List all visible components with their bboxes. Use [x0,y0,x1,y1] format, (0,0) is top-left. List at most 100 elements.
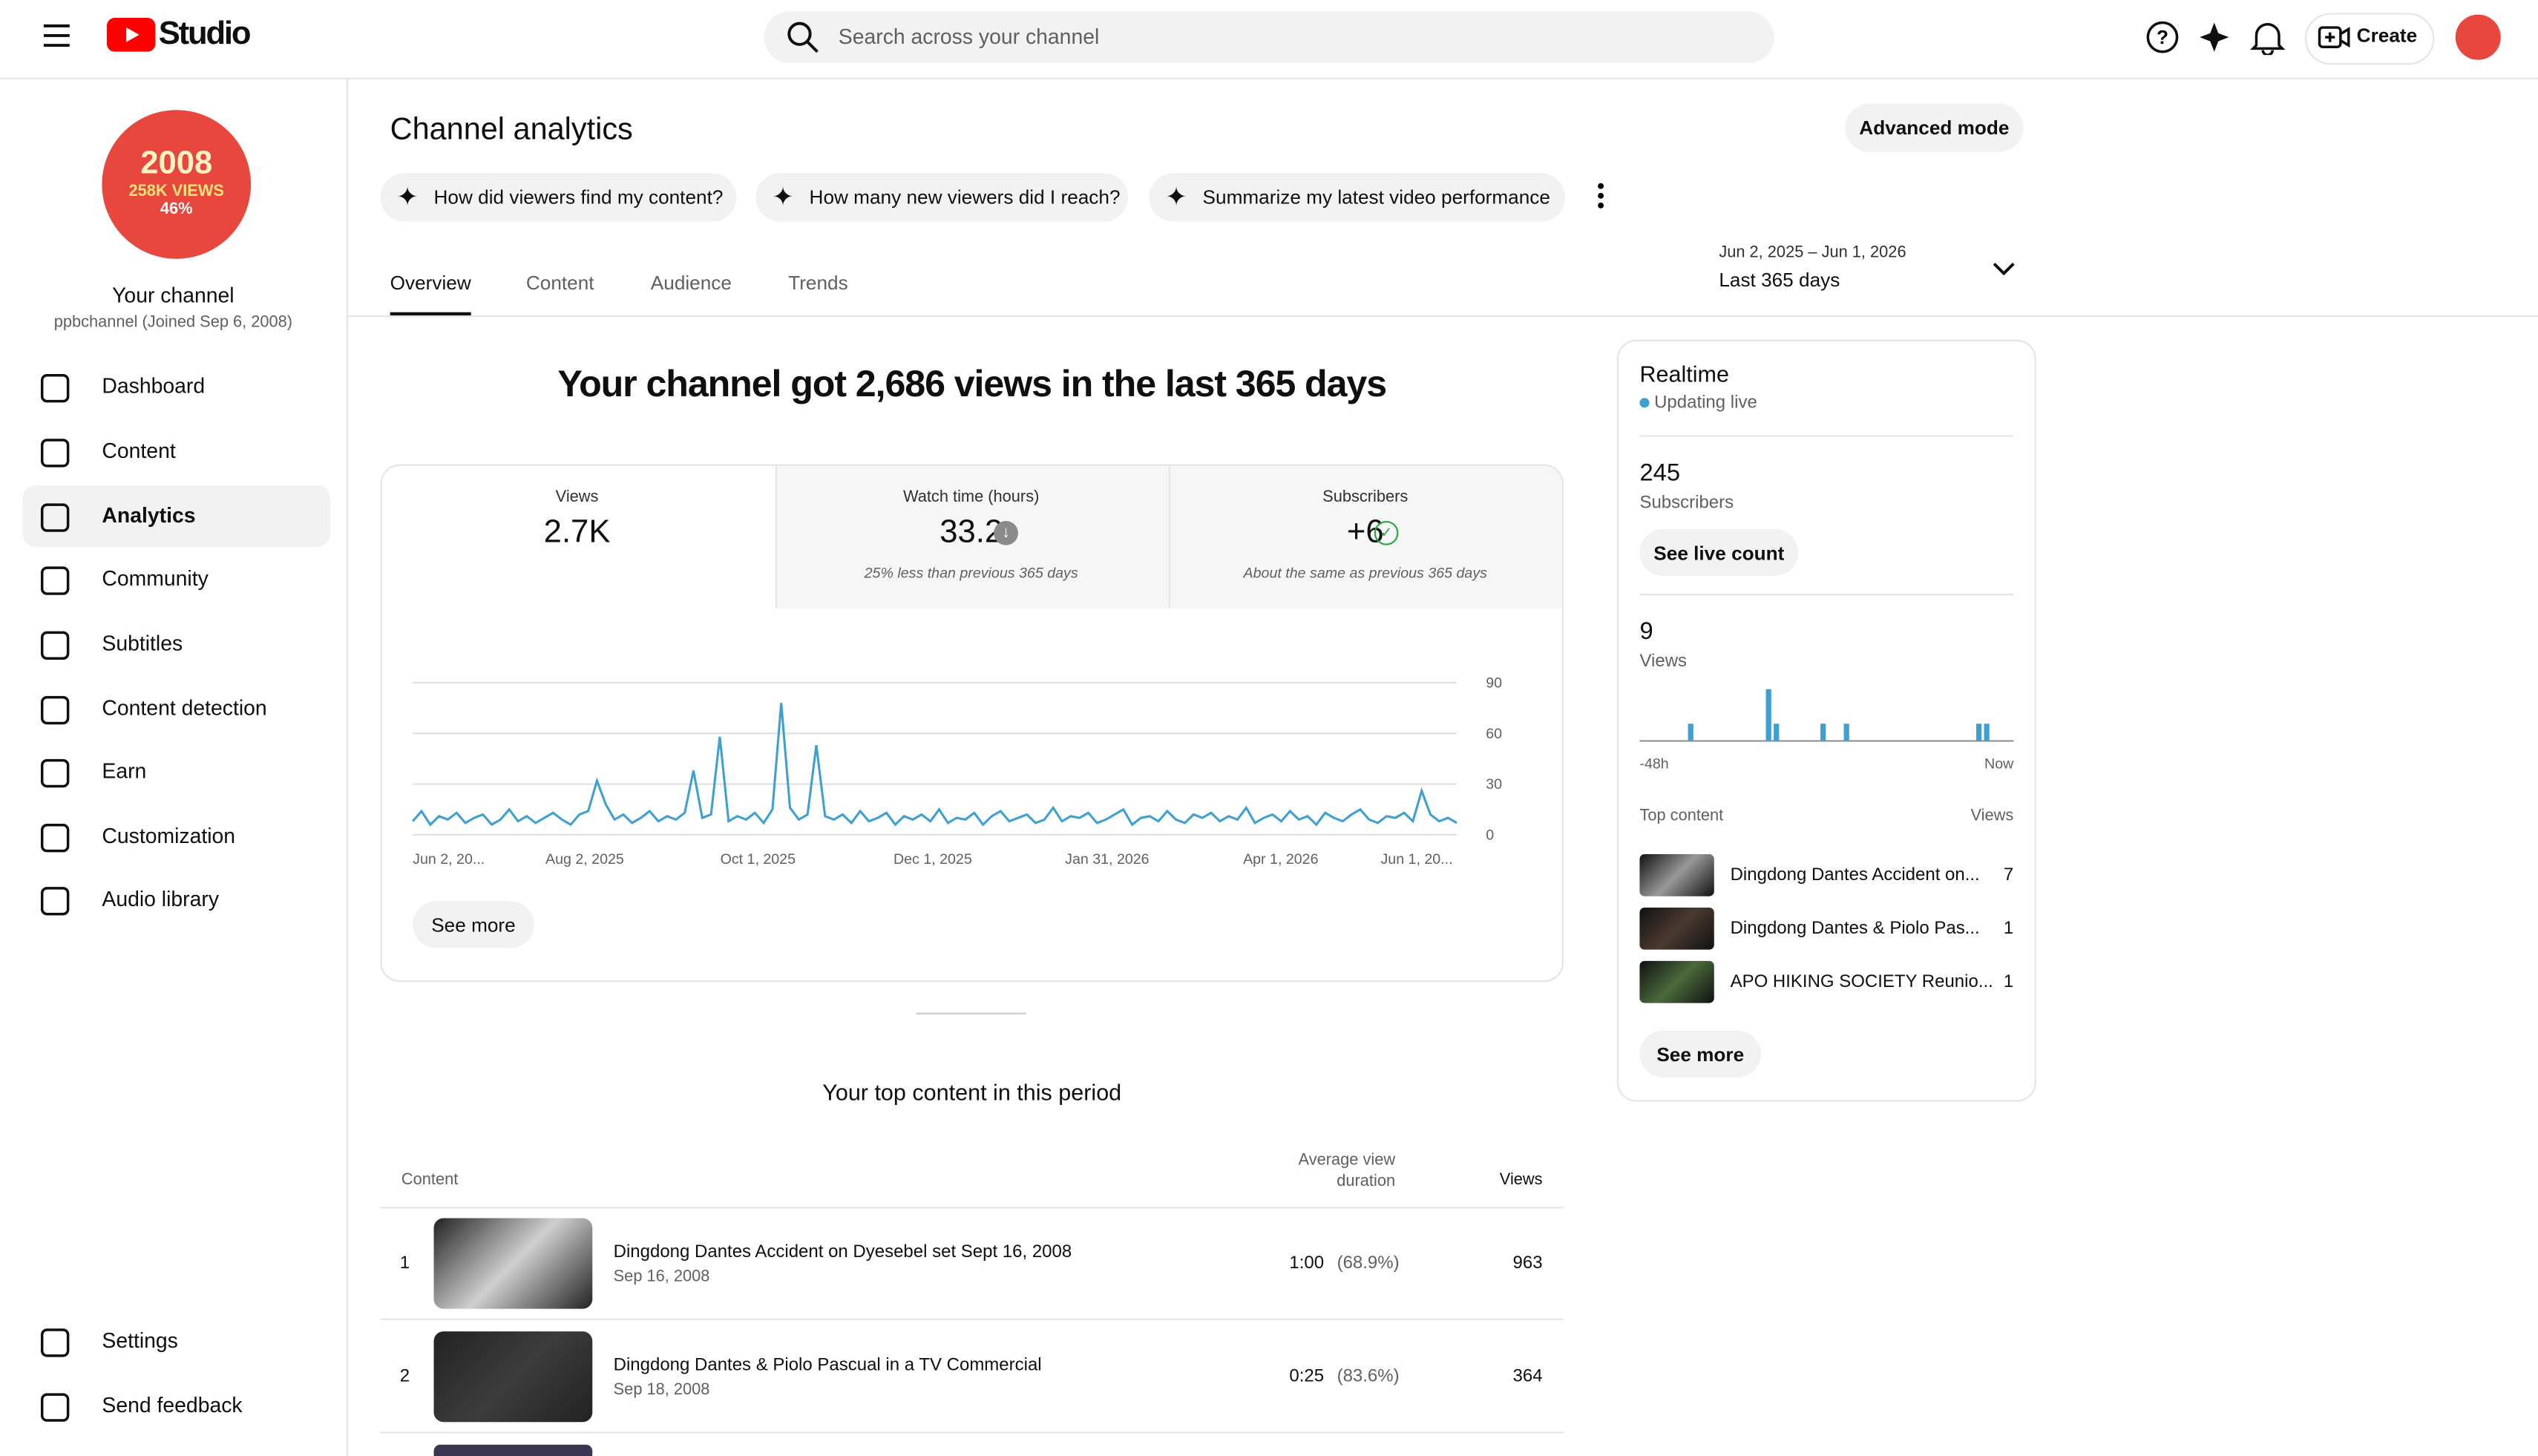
bar [1820,724,1826,741]
x-tick-label: Dec 1, 2025 [893,851,972,868]
avatar-text: 258K VIEWS [128,183,224,201]
nav-item[interactable]: Audio library [102,886,220,911]
see-more[interactable]: See more [1639,1030,1762,1078]
bar [1984,724,1990,741]
row-divider [380,1207,1564,1209]
bar [1765,689,1771,741]
item-title[interactable]: Dingdong Dantes Accident on... [1730,865,1980,885]
metric-label: Watch time (hours) [902,488,1040,507]
create-label[interactable]: Create [2356,24,2418,47]
nav-item[interactable]: Content [102,438,176,463]
thumbnail[interactable] [433,1331,593,1423]
chip[interactable] [755,173,1129,222]
tab[interactable]: Trends [788,272,848,295]
x-tick-label: Aug 2, 2025 [545,851,624,868]
views: 963 [1512,1253,1543,1273]
metric-icon: ✓ [1374,520,1399,545]
nav-item[interactable]: Content detection [102,695,267,721]
nav-item[interactable]: Earn [102,758,147,784]
active-nav-bg [22,485,330,547]
nav-icon [40,1393,70,1422]
account-avatar[interactable] [2455,14,2501,60]
metric-label: Views [555,488,599,507]
metric-value: +6 [1346,514,1384,551]
video-title[interactable]: Dingdong Dantes Accident on Dyesebel set… [613,1242,1072,1262]
rank: 2 [399,1367,410,1387]
chip-label[interactable]: How did viewers find my content? [433,186,724,209]
realtime-title: Realtime [1639,361,1729,387]
nav-item[interactable]: Subtitles [102,631,183,655]
chip-icon: ✦ [772,184,794,212]
see-more[interactable]: See more [413,901,534,948]
realtime-chart: -48h Now [1639,689,2014,773]
metric-value: 2.7K [543,514,611,551]
channel-avatar[interactable]: 2008 258K VIEWS 46% [102,110,252,259]
tab[interactable]: Audience [650,272,732,295]
views: 364 [1512,1367,1543,1387]
x-tick-label: Apr 1, 2026 [1243,851,1319,868]
bar [1843,724,1849,741]
column-header: Content [401,1171,459,1190]
nav-icon [40,374,70,403]
nav-icon [40,566,70,595]
search-icon [787,22,819,53]
logo-icon[interactable] [106,17,156,52]
menu-icon[interactable] [42,23,71,49]
duration-percent: (68.9%) [1337,1253,1400,1273]
item-views: 7 [2003,865,2014,885]
nav-item[interactable]: Dashboard [102,373,206,399]
date-dropdown[interactable] [1993,260,2016,277]
thumbnail[interactable] [1639,960,1714,1003]
chip-label[interactable]: Summarize my latest video performance [1202,186,1550,209]
advanced-mode[interactable]: Advanced mode [1845,103,2024,152]
realtime-card [1616,339,2036,1102]
chip[interactable] [380,173,737,222]
logo-text[interactable]: Studio [158,16,252,52]
thumbnail[interactable] [433,1444,593,1456]
y-tick-label: 30 [1486,776,1502,793]
search-placeholder[interactable]: Search across your channel [838,24,1100,49]
video-date: Sep 18, 2008 [613,1381,710,1400]
tab[interactable]: Overview [390,272,471,295]
nav-item[interactable]: Customization [102,823,236,848]
nav-item[interactable]: Community [102,566,209,591]
duration-percent: (83.6%) [1337,1367,1400,1387]
chip[interactable] [1149,173,1566,222]
nav-icon [40,631,70,660]
x-tick-label: -48h [1639,756,1668,773]
metric-label: Subscribers [1322,488,1409,507]
tab[interactable]: Content [525,272,594,295]
metric-bg [775,465,1562,609]
realtime-views-label: Views [1639,652,1688,672]
nav-icon [40,503,70,532]
nav-item[interactable]: Send feedback [102,1392,243,1417]
divider [1639,435,2014,437]
thumbnail[interactable] [1639,854,1714,896]
see-live-count[interactable]: See live count [1639,528,1799,577]
header-icons[interactable]: ? [2146,19,2292,56]
y-tick-label: 60 [1486,726,1502,742]
divider [1639,594,2014,596]
nav-item[interactable]: Analytics [102,502,196,528]
row-divider [380,1432,1564,1434]
subscriber-count: 245 [1639,459,1681,488]
create-button[interactable] [2304,13,2435,65]
views-label: Views [1970,807,2014,825]
metric-divider [1168,465,1170,609]
more-icon[interactable] [1594,181,1607,210]
chip-label[interactable]: How many new viewers did I reach? [809,186,1121,209]
item-title[interactable]: APO HIKING SOCIETY Reunio... [1730,972,1993,992]
date-label[interactable]: Last 365 days [1719,268,1840,292]
date-range[interactable]: Jun 2, 2025 – Jun 1, 2026 [1719,244,1906,263]
item-title[interactable]: Dingdong Dantes & Piolo Pas... [1730,919,1980,939]
metric-icon: ↓ [994,520,1018,545]
top-content-label: Top content [1639,807,1724,825]
x-tick-label: Oct 1, 2025 [721,851,796,868]
search-box[interactable] [764,11,1774,64]
video-title[interactable]: Dingdong Dantes & Piolo Pascual in a TV … [613,1355,1042,1375]
thumbnail[interactable] [1639,907,1714,950]
views-chart: 0 30 60 90 Jun 2, 20... Aug 2, 2025 Oct 1, 202… [412,675,1502,868]
nav-item[interactable]: Settings [102,1328,178,1353]
thumbnail[interactable] [433,1218,593,1309]
